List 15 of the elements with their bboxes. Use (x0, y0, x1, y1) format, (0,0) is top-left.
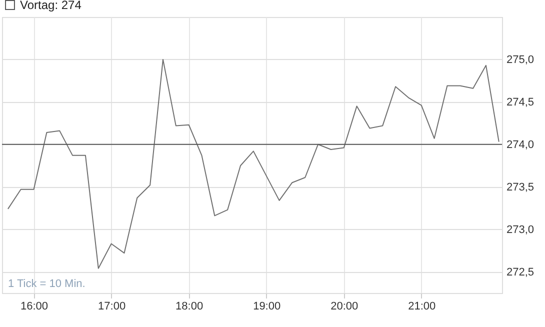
x-tick-label: 16:00 (20, 300, 48, 312)
annotation: 1 Tick = 10 Min. (8, 278, 86, 290)
y-tick-label: 274,5 (506, 96, 534, 108)
y-tick-label: 273,0 (506, 224, 534, 236)
x-tick-label: 21:00 (408, 300, 436, 312)
x-tick-label: 19:00 (253, 300, 281, 312)
line-series (7, 58, 500, 269)
x-tick-label: 18:00 (176, 300, 204, 312)
x-tick-label: 17:00 (98, 300, 126, 312)
legend-label: Vortag: 274 (20, 0, 82, 12)
x-tick-label: 20:00 (330, 300, 358, 312)
y-tick-label: 272,5 (506, 266, 534, 278)
y-tick-label: 275,0 (506, 54, 534, 66)
y-tick-label: 274,0 (506, 138, 534, 151)
y-tick-label: 273,5 (506, 181, 534, 194)
